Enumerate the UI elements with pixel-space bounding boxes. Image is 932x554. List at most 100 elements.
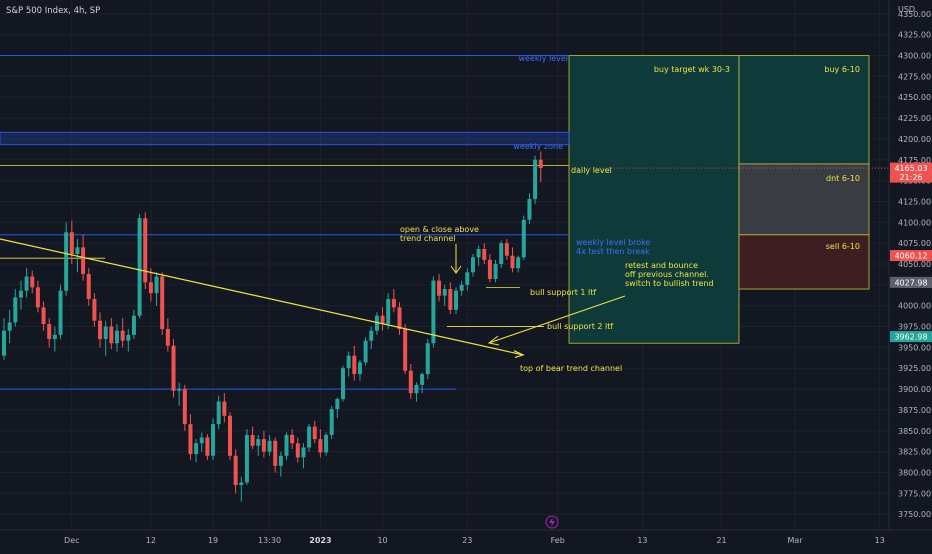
time-tick-label: 12 — [146, 536, 156, 545]
weekly-level-broke-label: weekly level broke — [576, 238, 651, 247]
candle-body — [103, 326, 108, 340]
time-tick-label: 13 — [637, 536, 647, 545]
time-tick-label: Feb — [551, 536, 565, 545]
buy-label: buy 6-10 — [824, 65, 860, 74]
price-tick-label: 3775.00 — [898, 489, 931, 498]
candle-body — [205, 437, 210, 456]
price-tick-label: 4250.00 — [898, 93, 931, 102]
candle-body — [346, 355, 351, 369]
candle-body — [442, 289, 447, 296]
candle-body — [312, 426, 317, 440]
candle-body — [504, 243, 509, 256]
candle-body — [165, 329, 170, 346]
price-tick-label: 3925.00 — [898, 364, 931, 373]
candle-body — [239, 482, 244, 485]
candle-body — [171, 345, 176, 391]
price-label-countdown: 21:26 — [899, 173, 922, 182]
annotations: weekly level weekly zone daily level weekly… — [0, 54, 860, 373]
bear-channel-label: top of bear trend channel — [520, 364, 622, 373]
candle-body — [476, 248, 481, 258]
candle-body — [290, 434, 295, 444]
price-label-value: 4060.12 — [894, 252, 927, 261]
candle-body — [516, 257, 521, 269]
candle-body — [148, 282, 153, 294]
daily-level-label: daily level — [571, 166, 612, 175]
sell-label: sell 6-10 — [826, 242, 860, 251]
time-tick-label: 10 — [377, 536, 387, 545]
candle-body — [408, 370, 413, 394]
candle-body — [374, 315, 379, 331]
price-label-value: 4027.98 — [894, 278, 927, 287]
candle-body — [420, 374, 425, 385]
time-tick-label: 13:30 — [258, 536, 281, 545]
candle-body — [487, 259, 492, 280]
candle-body — [510, 255, 515, 269]
retest-arrowhead — [487, 335, 500, 346]
candle-body — [431, 280, 436, 344]
candle-body — [465, 272, 470, 285]
price-tick-label: 4050.00 — [898, 260, 931, 269]
candle-body — [160, 276, 165, 330]
weekly-zone — [0, 131, 570, 146]
retest-label-line1: retest and bounce — [625, 261, 698, 270]
price-label-value: 3962.98 — [894, 333, 927, 342]
candle-body — [143, 218, 148, 283]
candle-body — [24, 276, 29, 291]
candle-body — [448, 289, 453, 310]
candle-body — [182, 389, 187, 425]
candle-body — [425, 343, 430, 375]
candle-body — [369, 330, 374, 341]
weekly-level-label: weekly level — [518, 54, 568, 63]
candle-body — [397, 307, 402, 330]
trade-boxes — [568, 55, 870, 344]
bull-support-1-label: bull support 1 ltf — [530, 288, 596, 297]
candle-body — [69, 232, 74, 254]
time-tick-label: Mar — [787, 536, 803, 545]
weekly-zone-label: weekly zone — [513, 142, 563, 151]
time-axis[interactable]: Dec 12 19 13:30 2023 10 23 Feb 13 21 Mar 13 — [64, 536, 885, 545]
candle-body — [177, 389, 182, 391]
price-label-background — [890, 331, 932, 343]
candle-body — [538, 159, 543, 169]
time-tick-label: 23 — [462, 536, 472, 545]
candle-body — [335, 399, 340, 410]
candle-body — [363, 340, 368, 363]
candle-body — [533, 159, 538, 199]
bear-channel-arrowhead — [513, 350, 525, 358]
candle-body — [307, 426, 312, 448]
symbol-title: S&P 500 Index, 4h, SP — [6, 6, 100, 16]
price-tick-label: 3875.00 — [898, 406, 931, 415]
buy-target-box — [568, 55, 740, 344]
candle-body — [30, 276, 35, 288]
time-tick-label: 13 — [875, 536, 885, 545]
currency-label: USD — [898, 5, 915, 14]
lightning-icon[interactable] — [545, 515, 559, 529]
candle-body — [188, 424, 193, 455]
time-tick-label: 21 — [716, 536, 726, 545]
candle-body — [437, 280, 442, 296]
candle-body — [109, 326, 114, 344]
price-tick-label: 4175.00 — [898, 156, 931, 165]
retest-arrow-line — [488, 295, 626, 344]
candle-body — [256, 439, 261, 446]
candle-body — [199, 437, 204, 444]
candle-body — [154, 276, 159, 294]
candle-body — [2, 330, 6, 356]
candle-body — [499, 243, 504, 264]
candle-body — [278, 455, 283, 466]
candle-body — [318, 439, 323, 453]
candle-body — [341, 368, 345, 400]
price-tick-label: 4325.00 — [898, 31, 931, 40]
price-tick-label: 4075.00 — [898, 239, 931, 248]
bull-support-2-label: bull support 2 ltf — [547, 322, 613, 331]
candle-body — [386, 299, 391, 325]
candle-body — [250, 434, 255, 446]
time-tick-label: 19 — [208, 536, 218, 545]
candle-body — [137, 218, 142, 316]
candle-body — [482, 248, 487, 260]
price-tick-label: 3975.00 — [898, 323, 931, 332]
candle-body — [35, 287, 40, 308]
